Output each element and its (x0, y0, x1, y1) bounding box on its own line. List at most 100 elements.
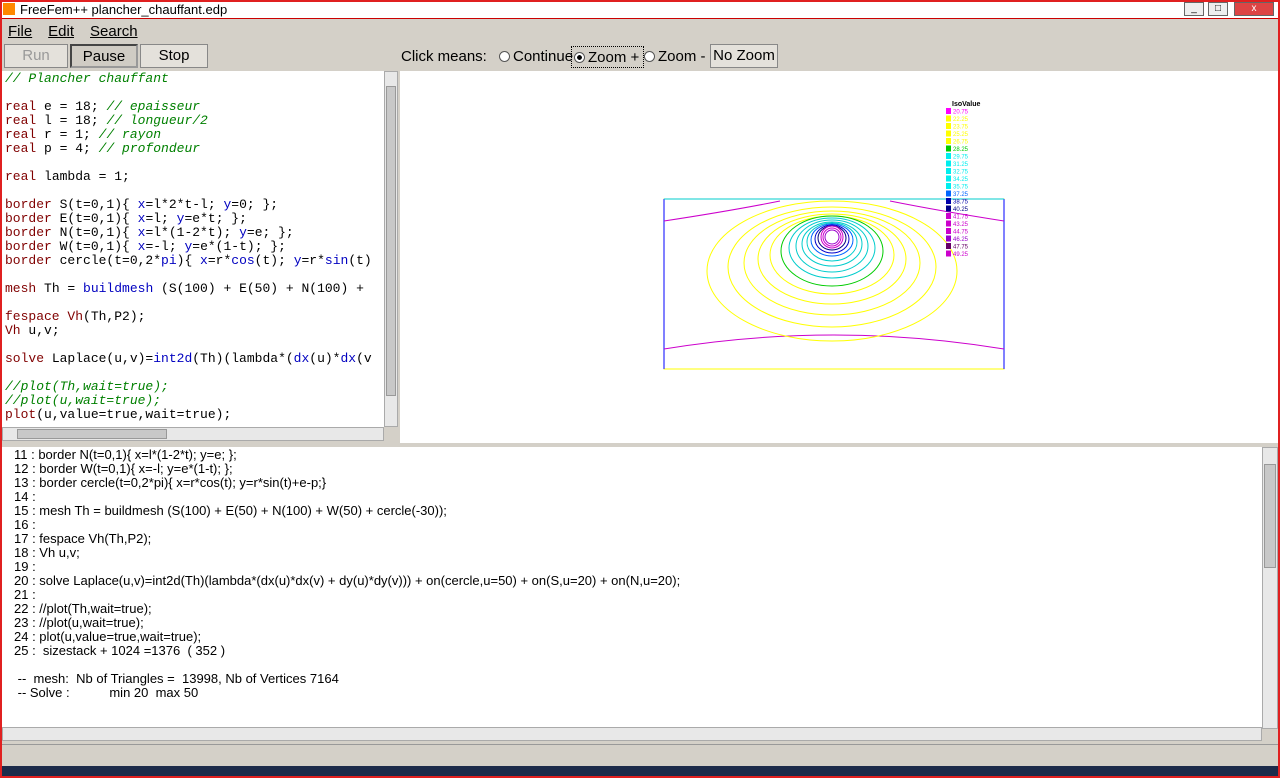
console-line: 17 : fespace Vh(Th,P2); (14, 531, 152, 546)
console-line: 21 : (14, 587, 36, 602)
radio-button[interactable] (499, 51, 510, 62)
contour (806, 222, 858, 262)
legend-swatch (946, 153, 951, 159)
code-block: real lambda = 1; (5, 170, 381, 184)
contour (801, 221, 863, 267)
toolbar-button[interactable]: Run (4, 44, 68, 68)
scroll-thumb[interactable] (17, 429, 167, 439)
legend-swatch (946, 235, 951, 242)
code-line: Vh u,v; (5, 323, 60, 338)
toolbar-button[interactable]: Stop (140, 44, 208, 68)
menu-item[interactable]: Search (90, 23, 138, 40)
legend-label: 23.75 (953, 125, 969, 131)
console-block: 11 : border N(t=0,1){ x=l*(1-2*t); y=e; … (14, 448, 1262, 658)
console-line: 11 : border N(t=0,1){ x=l*(1-2*t); y=e; … (14, 447, 237, 462)
plot-area[interactable]: IsoValue 20.7522.2523.7525.2526.7528.252… (400, 71, 1278, 443)
legend-label: 47.75 (953, 245, 969, 251)
legend-swatch (946, 175, 951, 182)
legend-label: 43.25 (953, 222, 969, 228)
legend-label: 40.25 (953, 207, 969, 213)
maximize-button[interactable]: □ (1208, 2, 1228, 16)
code-line: //plot(u,wait=true); (5, 393, 162, 408)
toolbar-button[interactable]: Pause (70, 44, 138, 68)
console-line: 15 : mesh Th = buildmesh (S(100) + E(50)… (14, 503, 447, 518)
legend-swatch (946, 250, 951, 257)
code-block: //plot(Th,wait=true);//plot(u,wait=true)… (5, 380, 381, 422)
legend-swatch (946, 115, 951, 122)
status-bar (2, 744, 1278, 766)
contour (822, 227, 842, 247)
radio-button[interactable] (574, 52, 585, 63)
console-hscroll[interactable] (2, 727, 1262, 741)
zoom-option[interactable]: Zoom + (571, 46, 645, 68)
menu-bar: File Edit Search (2, 20, 138, 43)
radio-label: Zoom + (588, 49, 640, 66)
contour (757, 213, 907, 305)
editor-vscroll[interactable] (384, 71, 398, 427)
contour (743, 210, 921, 316)
legend-label: 38.75 (953, 200, 969, 206)
legend-label: 29.75 (953, 155, 969, 161)
code-line: border W(t=0,1){ x=-l; y=e*(1-t); }; (5, 239, 286, 254)
minimize-button[interactable]: _ (1184, 2, 1204, 16)
radio-label: Continue (513, 48, 574, 65)
legend-title: IsoValue (952, 101, 981, 108)
legend-swatch (946, 220, 951, 227)
contour (814, 224, 850, 254)
legend-label: 49.25 (953, 252, 969, 258)
legend-label: 20.75 (953, 110, 969, 116)
code-block: // Plancher chauffant (5, 72, 381, 86)
code-line: real e = 18; // epaisseur (5, 99, 201, 114)
legend-label: 31.25 (953, 162, 969, 168)
code-line: //plot(Th,wait=true); (5, 379, 169, 394)
radio-button[interactable] (644, 51, 655, 62)
code-line: // Plancher chauffant (5, 71, 169, 86)
console-vscroll[interactable] (1262, 447, 1278, 729)
code-line: real lambda = 1; (5, 169, 130, 184)
editor-hscroll[interactable] (2, 427, 384, 441)
legend-swatch (946, 145, 951, 152)
close-button[interactable]: x (1234, 2, 1274, 16)
contour (820, 225, 844, 249)
legend-label: 44.75 (953, 230, 969, 236)
code-line: border S(t=0,1){ x=l*2*t-l; y=0; }; (5, 197, 279, 212)
code-line: real p = 4; // profondeur (5, 141, 201, 156)
legend-label: 35.75 (953, 185, 969, 191)
console-line: 14 : (14, 489, 36, 504)
scroll-thumb[interactable] (386, 86, 396, 396)
contours (663, 198, 1005, 370)
console-output: 11 : border N(t=0,1){ x=l*(1-2*t); y=e; … (2, 447, 1262, 729)
legend-label: 41.75 (953, 215, 969, 221)
contour (706, 200, 958, 342)
legend-swatch (946, 198, 951, 204)
app-icon (3, 3, 15, 15)
console-line: 22 : //plot(Th,wait=true); (14, 601, 152, 616)
legend-swatch (946, 183, 951, 189)
contour (810, 223, 854, 257)
console-line: 16 : (14, 517, 36, 532)
contour (727, 206, 937, 328)
zoom-option[interactable]: Zoom - (642, 46, 710, 68)
legend-swatch (946, 205, 951, 212)
menu-item[interactable]: File (8, 23, 33, 40)
zoom-option[interactable]: Continue (497, 46, 577, 68)
legend-swatch (946, 160, 951, 167)
menu-item[interactable]: Edit (48, 23, 75, 40)
contour (663, 200, 1005, 350)
code-editor[interactable]: // Plancher chauffant real e = 18; // epa… (2, 71, 384, 427)
console-line: 23 : //plot(u,wait=true); (14, 615, 144, 630)
legend-label: 37.25 (953, 192, 969, 198)
console-line: 12 : border W(t=0,1){ x=-l; y=e*(1-t); }… (14, 461, 233, 476)
scroll-thumb[interactable] (1264, 464, 1276, 568)
legend-swatch (946, 168, 951, 174)
legend-swatch (946, 243, 951, 249)
legend-label: 34.25 (953, 177, 969, 183)
legend-swatch (946, 123, 951, 129)
legend-swatch (946, 228, 951, 234)
code-block: fespace Vh(Th,P2); Vh u,v; (5, 310, 381, 338)
no-zoom-button[interactable]: No Zoom (710, 44, 778, 68)
code-line: fespace Vh(Th,P2); (5, 309, 146, 324)
console-block: -- mesh: Nb of Triangles = 13998, Nb of … (14, 672, 1262, 700)
